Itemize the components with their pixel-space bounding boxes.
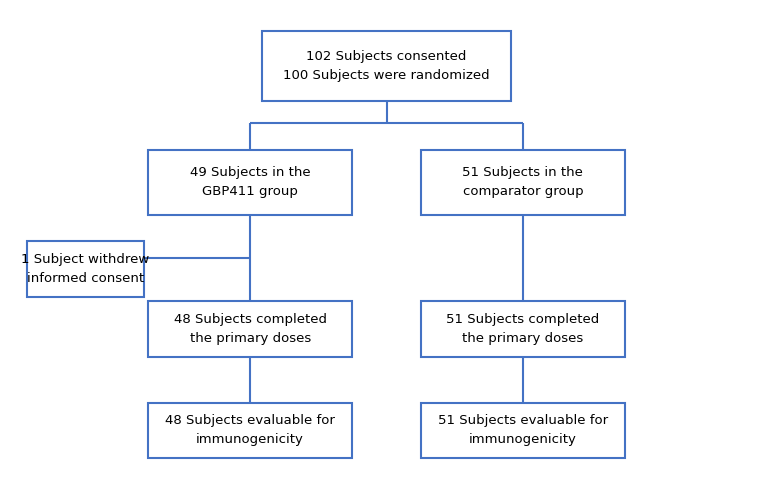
FancyBboxPatch shape (421, 402, 625, 458)
Text: 102 Subjects consented
100 Subjects were randomized: 102 Subjects consented 100 Subjects were… (283, 50, 490, 82)
FancyBboxPatch shape (421, 150, 625, 215)
Text: 51 Subjects completed
the primary doses: 51 Subjects completed the primary doses (446, 313, 600, 345)
Text: 48 Subjects completed
the primary doses: 48 Subjects completed the primary doses (174, 313, 327, 345)
FancyBboxPatch shape (421, 302, 625, 357)
Text: 49 Subjects in the
GBP411 group: 49 Subjects in the GBP411 group (190, 166, 311, 198)
Text: 1 Subject withdrew
informed consent: 1 Subject withdrew informed consent (21, 253, 149, 285)
FancyBboxPatch shape (148, 302, 352, 357)
FancyBboxPatch shape (148, 150, 352, 215)
Text: 51 Subjects evaluable for
immunogenicity: 51 Subjects evaluable for immunogenicity (438, 414, 608, 446)
Text: 48 Subjects evaluable for
immunogenicity: 48 Subjects evaluable for immunogenicity (165, 414, 335, 446)
FancyBboxPatch shape (26, 241, 144, 297)
FancyBboxPatch shape (261, 31, 512, 101)
Text: 51 Subjects in the
comparator group: 51 Subjects in the comparator group (462, 166, 584, 198)
FancyBboxPatch shape (148, 402, 352, 458)
